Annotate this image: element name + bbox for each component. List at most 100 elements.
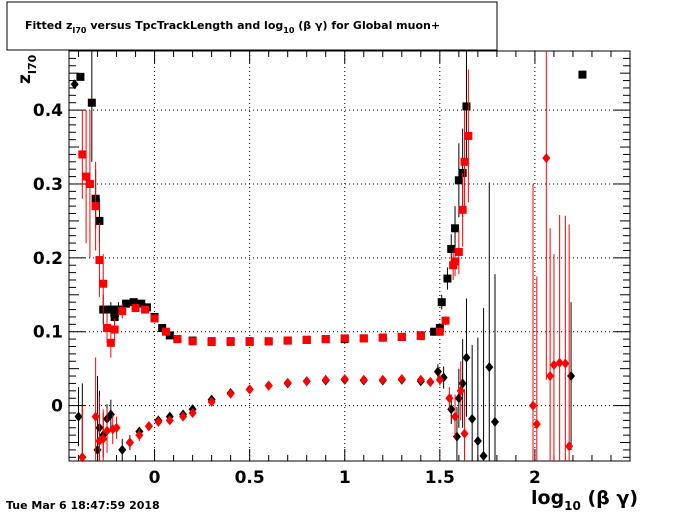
data-point (430, 327, 439, 336)
data-point (454, 393, 463, 404)
data-point (460, 157, 469, 166)
data-point (207, 396, 216, 407)
plot-frame (68, 50, 631, 462)
data-point (340, 334, 349, 343)
data-point (93, 444, 102, 455)
axis-ticks (69, 51, 630, 461)
data-point (321, 374, 330, 385)
data-point (452, 431, 461, 442)
data-point (561, 358, 570, 369)
data-point (70, 79, 79, 90)
x-tick-label: 0.5 (235, 468, 265, 488)
data-point (118, 444, 127, 455)
data-point (302, 335, 311, 344)
data-point (435, 374, 444, 385)
data-point (447, 404, 456, 415)
data-point (91, 202, 100, 211)
data-point (144, 421, 153, 432)
y-tick-label: 0.2 (33, 249, 63, 269)
data-point (416, 374, 425, 385)
data-point (161, 327, 170, 336)
data-point (443, 274, 452, 283)
tick-labels: 0 0.5 1 1.5 2 0 0.1 0.2 0.3 0.4 (33, 101, 541, 488)
data-point (137, 299, 146, 308)
data-point (458, 205, 467, 214)
data-point (546, 371, 555, 382)
data-point (458, 378, 467, 389)
data-point (321, 335, 330, 344)
data-point (141, 305, 150, 314)
data-point (150, 314, 159, 323)
data-point (110, 312, 119, 321)
x-axis-title: log10 (β γ) (531, 487, 638, 513)
y-axis-title: zI70 (15, 54, 39, 84)
data-point (451, 411, 460, 422)
data-point (302, 376, 311, 387)
data-point (529, 400, 538, 411)
x-tick-label: 2 (529, 468, 541, 488)
y-tick-label: 0.4 (33, 101, 63, 121)
data-point (106, 305, 115, 314)
data-point (76, 72, 85, 81)
data-point (125, 437, 134, 448)
data-point (99, 279, 108, 288)
x-tick-label: 1 (339, 468, 351, 488)
data-point (451, 224, 460, 233)
timestamp: Tue Mar 6 18:47:59 2018 (6, 499, 160, 512)
data-point (433, 366, 442, 377)
data-point (99, 433, 108, 444)
data-point (78, 452, 87, 463)
title-box (6, 1, 498, 51)
data-point (441, 316, 450, 325)
data-point (460, 428, 469, 439)
data-point (226, 338, 235, 347)
data-point (464, 131, 473, 140)
data-point (445, 393, 454, 404)
grid (69, 51, 630, 461)
data-point (179, 411, 188, 422)
data-point (490, 416, 499, 427)
data-point (532, 419, 541, 430)
data-point (416, 332, 425, 341)
data-point (435, 327, 444, 336)
data-point (165, 415, 174, 426)
data-point (95, 216, 104, 225)
data-point (451, 257, 460, 266)
data-point (122, 299, 131, 308)
series-1 (78, 69, 473, 358)
data-point (473, 436, 482, 447)
data-point (555, 357, 564, 368)
series-2 (70, 79, 576, 463)
data-point (397, 332, 406, 341)
data-point (378, 374, 387, 385)
data-point (78, 150, 87, 159)
y-tick-label: 0.1 (33, 323, 63, 343)
data-point (567, 371, 576, 382)
data-point (95, 256, 104, 265)
x-tick-label: 1.5 (425, 468, 455, 488)
data-point (397, 374, 406, 384)
data-point (91, 411, 100, 422)
x-tick-label: 0 (149, 468, 161, 488)
data-point (226, 388, 235, 399)
data-point (173, 335, 182, 344)
chart-title: Fitted zI70 versus TpcTrackLength and lo… (25, 19, 440, 35)
data-point (85, 179, 94, 188)
data-point (82, 172, 91, 181)
data-point (103, 324, 112, 333)
data-point (112, 422, 121, 433)
data-point (74, 411, 83, 422)
data-point (154, 416, 163, 427)
data-point (462, 102, 471, 111)
data-point (245, 338, 254, 347)
data-point (437, 298, 446, 307)
data-point (135, 430, 144, 441)
data-point (454, 176, 463, 185)
data-point (245, 384, 254, 395)
data-point (283, 336, 292, 345)
data-point (462, 352, 471, 363)
y-tick-label: 0 (51, 397, 63, 417)
data-point (454, 247, 463, 256)
data-point (378, 333, 387, 342)
